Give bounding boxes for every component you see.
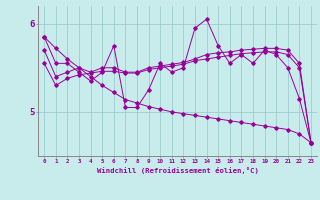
X-axis label: Windchill (Refroidissement éolien,°C): Windchill (Refroidissement éolien,°C): [97, 167, 259, 174]
